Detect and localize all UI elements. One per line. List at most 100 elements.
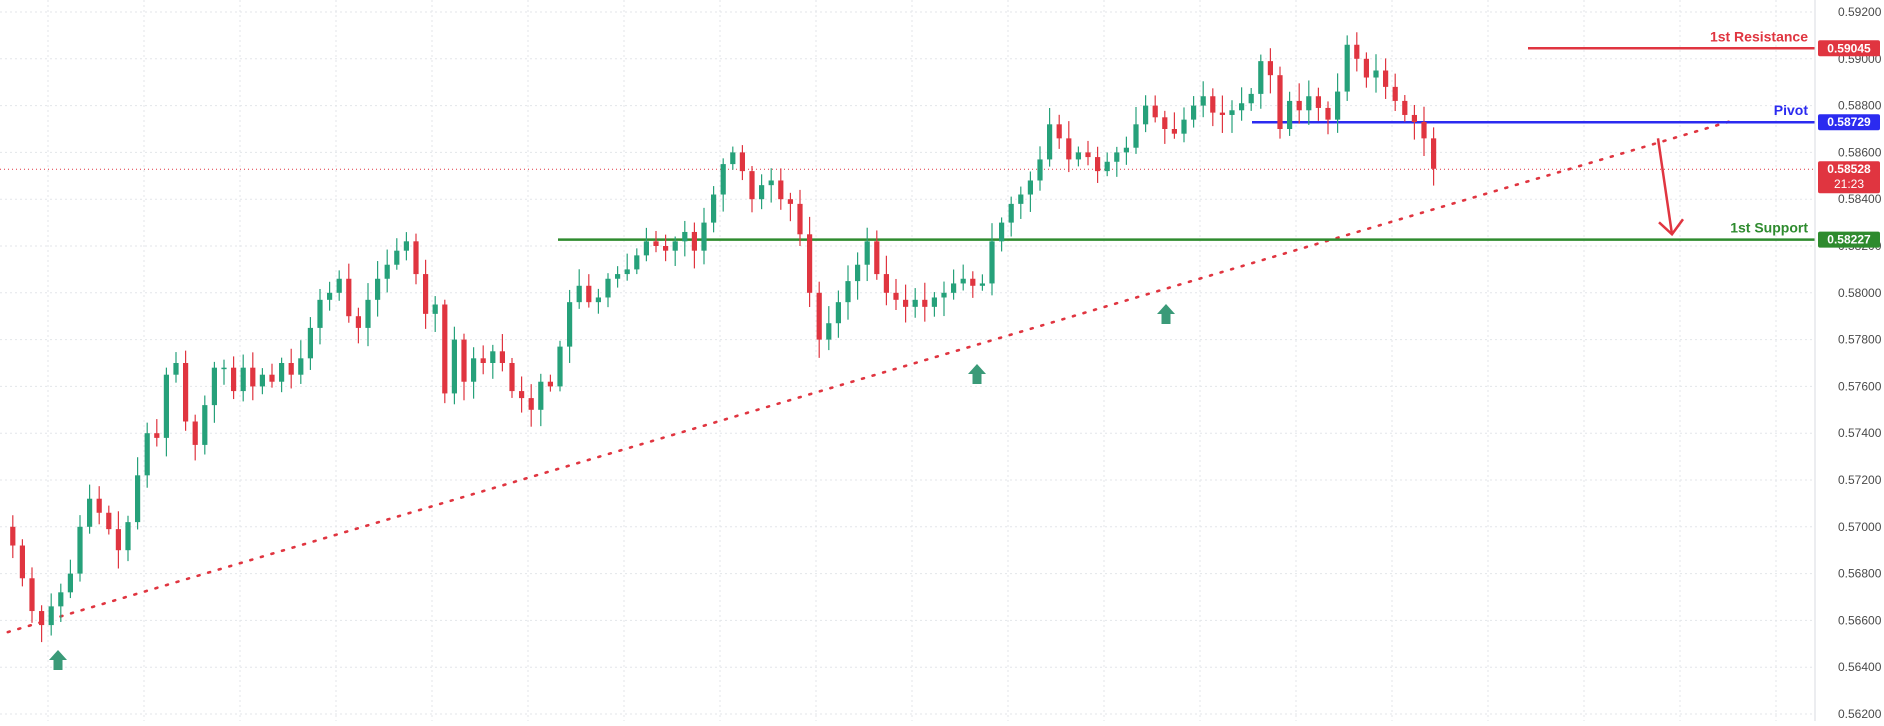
candle [509, 357, 515, 398]
candle [1344, 35, 1350, 101]
candle [19, 539, 25, 587]
candle-body [903, 299, 909, 307]
candle [163, 367, 169, 457]
candle [231, 356, 237, 400]
candle-body [826, 323, 832, 340]
1st-support-label: 1st Support [1730, 220, 1808, 236]
candle [931, 292, 937, 317]
candle-body [115, 529, 121, 551]
candle [1210, 88, 1216, 127]
candle-body [1171, 129, 1177, 134]
candle-body [547, 381, 553, 387]
candle [451, 326, 457, 405]
candle-body [1114, 152, 1120, 162]
candle-body [595, 297, 601, 303]
candle [787, 192, 793, 222]
candle [1095, 146, 1101, 183]
candle-body [183, 363, 189, 422]
bounce-up-arrow-icon [49, 650, 67, 670]
candle-body [1287, 100, 1293, 129]
candle-body [970, 278, 976, 286]
current-price-tag-value: 0.58528 [1827, 162, 1871, 176]
candle [336, 270, 342, 301]
candle-body [192, 421, 198, 445]
candle-body [1315, 96, 1321, 108]
y-tick-label: 0.57400 [1838, 426, 1882, 440]
candle-body [77, 526, 83, 574]
candle-body [307, 327, 313, 359]
candle [1421, 106, 1427, 157]
candle-body [509, 363, 515, 392]
candle-body [279, 363, 285, 382]
candle-body [173, 363, 179, 375]
candle-body [538, 381, 544, 410]
levels-layer: 1st Resistance Pivot 1st Support [558, 28, 1815, 241]
candle [1037, 146, 1043, 191]
candle [211, 361, 217, 423]
candle-body [1219, 112, 1225, 115]
candle-body [634, 255, 640, 270]
candle-body [1258, 61, 1264, 94]
candle-body [461, 339, 467, 382]
candle-body [423, 274, 429, 314]
candle [1248, 88, 1254, 111]
candle-body [586, 285, 592, 303]
candle [1171, 112, 1177, 139]
y-tick-label: 0.58600 [1838, 145, 1882, 159]
candle-body [989, 241, 995, 284]
candle-body [1306, 96, 1312, 111]
candle [586, 274, 592, 308]
candles-layer [10, 32, 1437, 643]
candle [1047, 107, 1053, 167]
candle-body [1277, 75, 1283, 129]
y-tick-label: 0.57600 [1838, 379, 1882, 393]
y-tick-label: 0.56400 [1838, 660, 1882, 674]
candle-body [663, 246, 669, 251]
candle-body [759, 185, 765, 200]
candle-body [557, 346, 563, 387]
candle-body [106, 512, 112, 530]
candle [317, 288, 323, 345]
candle [125, 515, 131, 562]
candle [1277, 66, 1283, 139]
candle [135, 457, 141, 530]
candle [1018, 186, 1024, 219]
candle [615, 266, 621, 288]
candle-body [1402, 100, 1408, 115]
candle-body [1210, 96, 1216, 113]
candle-body [883, 274, 889, 293]
candle-body [624, 269, 630, 275]
candle-body [432, 304, 438, 314]
candle [471, 347, 477, 399]
candle [864, 227, 870, 282]
candle [154, 419, 160, 447]
candle-body [39, 611, 45, 626]
candle-body [1152, 105, 1158, 118]
candle-body [672, 241, 678, 251]
candle-body [346, 278, 352, 317]
projection-arrow-shaft [1656, 138, 1674, 235]
price-axis[interactable]: 0.56200 0.56400 0.56600 0.56800 0.57000 0.572… [1814, 0, 1884, 721]
candle-body [231, 367, 237, 392]
candle-body [816, 292, 822, 340]
candle [250, 352, 256, 401]
candle [480, 345, 486, 375]
candle-body [931, 297, 937, 307]
candle-body [768, 180, 774, 186]
candle [432, 296, 438, 332]
current-price-tag-countdown: 21:23 [1834, 177, 1864, 191]
candle-body [1104, 161, 1110, 172]
candle-body [1296, 100, 1302, 111]
candle-body [979, 283, 985, 286]
candle-body [1018, 194, 1024, 204]
candle [384, 249, 390, 293]
candle [778, 168, 784, 210]
candle [999, 217, 1005, 252]
candle [663, 234, 669, 262]
candle-body [1411, 114, 1417, 122]
candle [1229, 100, 1235, 133]
candle [605, 273, 611, 308]
candle [538, 373, 544, 427]
candle-body [999, 222, 1005, 242]
y-tick-label: 0.58400 [1838, 192, 1882, 206]
